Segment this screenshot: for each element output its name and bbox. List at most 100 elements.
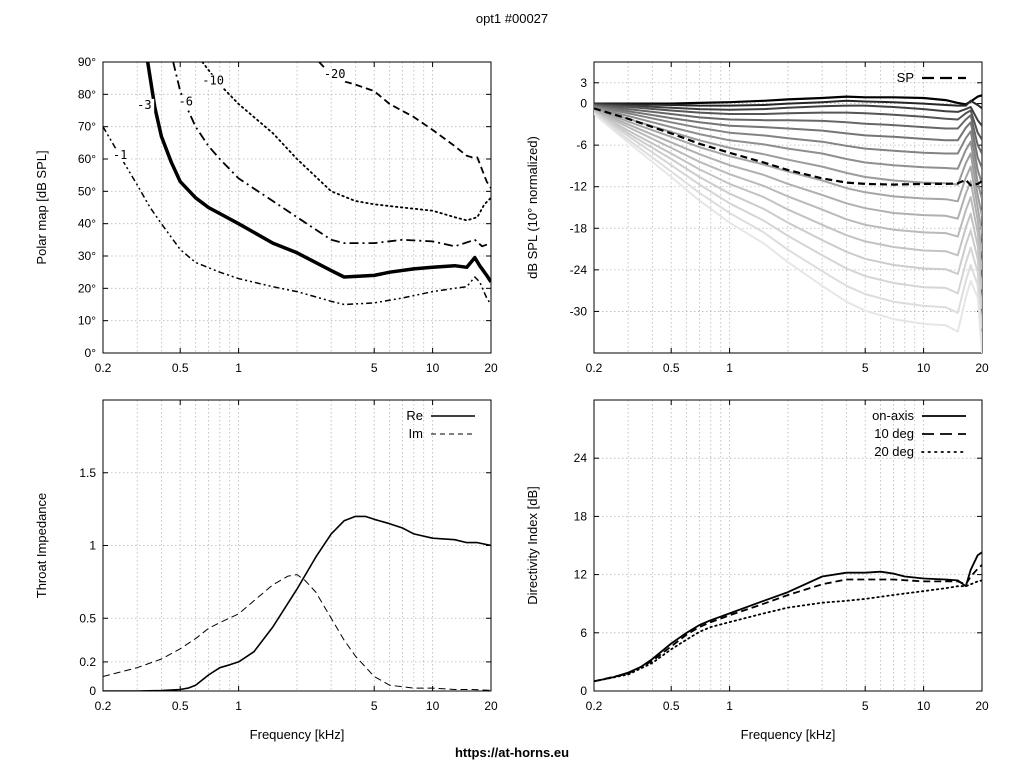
plot-frame [593, 399, 983, 692]
y-tick-label: -24 [570, 263, 588, 277]
x-tick-label: 0.5 [172, 361, 189, 375]
legend-label: 20 deg [874, 444, 914, 459]
y-axis-label: dB SPL (10° normalized) [525, 136, 540, 279]
y-tick-label: 24 [574, 451, 588, 465]
series-line-level-2 [594, 103, 982, 127]
y-axis-label: Polar map [dB SPL] [34, 150, 49, 264]
x-tick-label: 0.5 [663, 361, 680, 375]
series-line-10-deg [594, 564, 982, 683]
figure-title: opt1 #00027 [476, 11, 548, 26]
contour-label: -1 [113, 148, 127, 162]
series-line-6 [172, 62, 491, 248]
legend-label: Im [409, 426, 423, 441]
contour-label-bg [135, 98, 155, 112]
x-axis-label: Frequency [kHz] [250, 727, 345, 742]
x-tick-label: 1 [235, 699, 242, 713]
grid [594, 400, 982, 691]
series-group [103, 515, 491, 691]
x-tick-label: 0.5 [172, 699, 189, 713]
contour-label-bg [176, 95, 196, 109]
y-tick-label: 0 [580, 684, 587, 698]
y-tick-label: 50° [78, 184, 96, 198]
series-group [594, 94, 982, 353]
y-tick-label: -6 [576, 138, 587, 152]
x-tick-label: 0.2 [586, 361, 603, 375]
series-line-level-15 [594, 112, 982, 348]
series-group [594, 551, 982, 683]
footer-url: https://at-horns.eu [455, 745, 569, 760]
series-line-im [103, 574, 491, 691]
y-tick-label: 1 [89, 539, 96, 553]
series-line-level-8 [594, 107, 982, 217]
polar-map-panel: 0.2 0.5 1 5 10 20 0° 10° 20° 30° 40° 50° 60° 70° 80° 90… [34, 55, 498, 375]
series-line-level-11 [594, 109, 982, 271]
series-line-20-deg [594, 579, 982, 683]
y-tick-label: 20° [78, 281, 96, 295]
y-tick-label: -12 [570, 180, 588, 194]
contour-label: -10 [202, 74, 224, 88]
series-line-10 [201, 62, 491, 222]
legend-label: SP [897, 70, 914, 85]
y-tick-label: 30° [78, 249, 96, 263]
x-tick-label: 20 [975, 699, 989, 713]
x-tick-label: 20 [484, 699, 498, 713]
y-tick-label: 0 [89, 684, 96, 698]
x-tick-label: 0.2 [95, 699, 112, 713]
y-tick-label: 0.5 [79, 611, 96, 625]
y-tick-label: 80° [78, 87, 96, 101]
contour-label: -3 [137, 98, 151, 112]
x-tick-label: 5 [371, 361, 378, 375]
y-tick-label: 6 [580, 626, 587, 640]
series-line-level-10 [594, 108, 982, 252]
grid [103, 62, 491, 353]
x-tick-label: 1 [726, 361, 733, 375]
x-tick-label: 1 [235, 361, 242, 375]
y-tick-label: 40° [78, 217, 96, 231]
x-tick-label: 0.5 [663, 699, 680, 713]
series-line-level-7 [594, 106, 982, 200]
series-group [103, 62, 491, 306]
series-line-3 [145, 62, 491, 283]
series-line-level-5 [594, 105, 982, 169]
y-tick-label: -18 [570, 221, 588, 235]
y-tick-label: 10° [78, 314, 96, 328]
x-tick-label: 10 [426, 361, 440, 375]
series-line-level-6 [594, 106, 982, 184]
contour-label-bg [321, 68, 349, 82]
x-axis-label: Frequency [kHz] [741, 727, 836, 742]
y-tick-label: 90° [78, 55, 96, 69]
contour-label: -6 [178, 95, 192, 109]
contour-label-bg [200, 74, 227, 88]
y-tick-label: 12 [574, 568, 588, 582]
plot-frame [102, 61, 492, 354]
y-tick-label: 0 [580, 97, 587, 111]
plot-frame [593, 61, 983, 354]
contour-label: -20 [324, 67, 346, 81]
x-tick-label: 1 [726, 699, 733, 713]
x-tick-label: 5 [862, 699, 869, 713]
x-tick-label: 5 [862, 361, 869, 375]
series-line-level-4 [594, 104, 982, 154]
y-axis-label: Throat Impedance [34, 493, 49, 599]
legend-label: on-axis [872, 408, 914, 423]
series-line-level-9 [594, 108, 982, 234]
x-tick-label: 20 [975, 361, 989, 375]
y-tick-label: 1.5 [79, 466, 96, 480]
legend: Re Im [406, 408, 475, 441]
series-line-on-axis [594, 551, 982, 683]
legend: on-axis 10 deg 20 deg [872, 408, 967, 459]
y-tick-label: 60° [78, 152, 96, 166]
y-tick-label: 70° [78, 120, 96, 134]
legend-label: 10 deg [874, 426, 914, 441]
x-tick-label: 0.2 [95, 361, 112, 375]
contour-label-bg [110, 149, 130, 162]
y-tick-label: -30 [570, 304, 588, 318]
y-tick-label: 18 [574, 509, 588, 523]
series-line-level-1 [594, 99, 982, 110]
series-line-level-16 [594, 113, 982, 353]
series-line-20 [318, 62, 491, 189]
series-line-re [103, 515, 491, 691]
